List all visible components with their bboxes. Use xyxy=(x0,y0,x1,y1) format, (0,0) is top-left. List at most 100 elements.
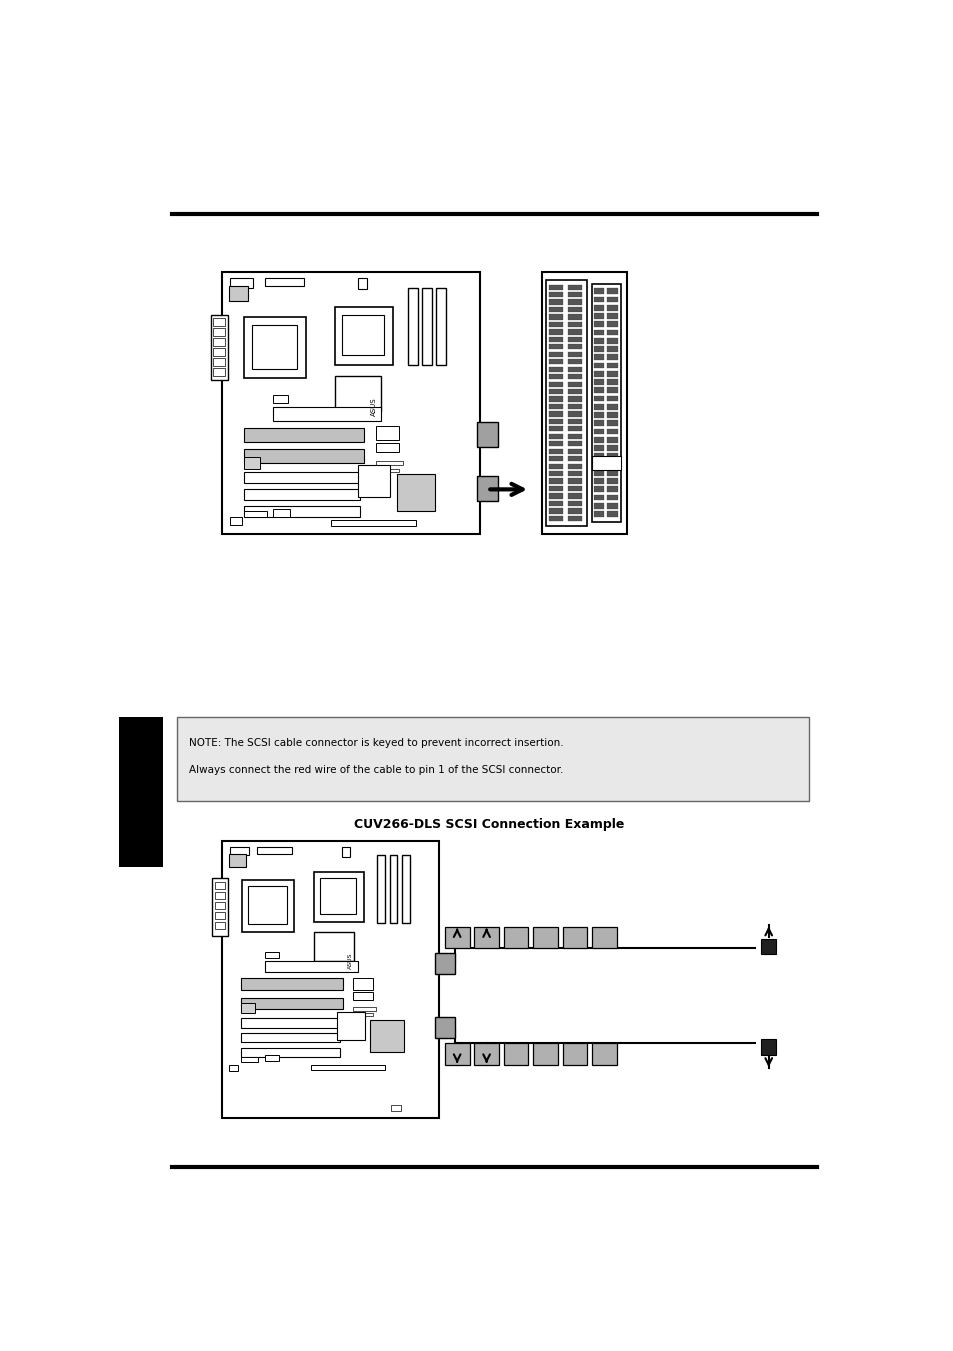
Bar xyxy=(265,961,357,973)
Bar xyxy=(241,1034,340,1042)
Circle shape xyxy=(294,1020,317,1044)
Bar xyxy=(353,1013,373,1016)
Bar xyxy=(549,389,562,394)
Bar xyxy=(607,297,617,303)
Bar xyxy=(594,354,604,361)
Bar xyxy=(594,436,604,443)
Bar xyxy=(567,285,581,289)
Bar xyxy=(567,478,581,484)
Bar xyxy=(230,517,241,524)
Bar xyxy=(375,426,398,440)
Bar xyxy=(369,1020,403,1052)
Bar xyxy=(229,286,248,301)
Bar xyxy=(222,273,480,534)
Bar xyxy=(760,1039,776,1055)
Bar xyxy=(549,300,562,305)
Bar xyxy=(244,473,360,484)
Bar xyxy=(549,471,562,477)
Bar xyxy=(241,1019,340,1028)
Bar xyxy=(567,396,581,401)
Bar xyxy=(594,511,604,517)
Bar xyxy=(549,404,562,409)
Bar xyxy=(549,463,562,469)
Bar xyxy=(549,457,562,461)
Bar xyxy=(375,461,402,466)
Bar xyxy=(549,330,562,335)
Bar xyxy=(342,315,383,355)
Bar xyxy=(213,349,225,357)
Bar xyxy=(474,1043,498,1065)
Bar xyxy=(357,278,367,289)
Bar xyxy=(607,503,617,509)
Bar xyxy=(273,396,288,403)
Bar xyxy=(474,927,498,948)
Bar xyxy=(607,470,617,476)
Bar xyxy=(562,1043,587,1065)
Bar xyxy=(594,346,604,351)
Bar xyxy=(390,855,397,923)
Bar xyxy=(241,978,343,990)
Bar xyxy=(549,381,562,386)
Bar xyxy=(567,389,581,394)
Bar xyxy=(213,339,225,346)
Bar xyxy=(607,404,617,409)
Bar xyxy=(592,455,620,470)
Bar xyxy=(241,1047,340,1056)
Bar xyxy=(567,330,581,335)
Bar xyxy=(594,478,604,484)
Bar xyxy=(549,516,562,521)
Bar xyxy=(594,444,604,451)
Bar xyxy=(594,486,604,492)
Bar xyxy=(177,716,808,801)
Bar xyxy=(244,457,259,469)
Bar xyxy=(567,508,581,513)
Bar xyxy=(241,1056,257,1062)
Bar xyxy=(213,319,225,326)
Bar xyxy=(549,493,562,499)
Bar xyxy=(594,503,604,509)
Bar xyxy=(594,396,604,401)
Bar xyxy=(567,366,581,372)
Bar xyxy=(562,927,587,948)
Bar xyxy=(331,520,416,527)
Bar xyxy=(273,509,290,517)
Bar xyxy=(377,855,385,923)
Bar xyxy=(336,1012,365,1040)
Bar xyxy=(607,444,617,451)
Bar xyxy=(435,952,455,974)
Bar xyxy=(594,330,604,335)
Bar xyxy=(533,1043,558,1065)
Bar xyxy=(541,273,626,534)
Bar xyxy=(213,328,225,336)
Bar xyxy=(213,358,225,366)
Bar xyxy=(549,366,562,372)
Bar xyxy=(444,1043,469,1065)
Bar xyxy=(567,411,581,416)
Bar xyxy=(549,396,562,401)
Bar xyxy=(444,927,469,948)
Bar xyxy=(549,419,562,424)
Bar xyxy=(607,362,617,369)
Text: ASUS: ASUS xyxy=(370,397,376,416)
Bar xyxy=(607,494,617,500)
Bar xyxy=(607,412,617,417)
Bar xyxy=(391,1105,400,1111)
Bar xyxy=(229,854,245,867)
Bar xyxy=(567,292,581,297)
Bar xyxy=(594,470,604,476)
Bar xyxy=(567,457,581,461)
Bar xyxy=(422,288,431,365)
Bar xyxy=(375,443,398,453)
Bar xyxy=(314,871,364,923)
Bar xyxy=(607,478,617,484)
Bar xyxy=(567,315,581,320)
Bar xyxy=(607,462,617,467)
Bar xyxy=(567,434,581,439)
Bar xyxy=(567,300,581,305)
Bar xyxy=(567,516,581,521)
Bar xyxy=(594,412,604,417)
Bar xyxy=(476,423,497,447)
Bar xyxy=(265,278,303,286)
Bar xyxy=(594,297,604,303)
Bar xyxy=(335,376,381,411)
